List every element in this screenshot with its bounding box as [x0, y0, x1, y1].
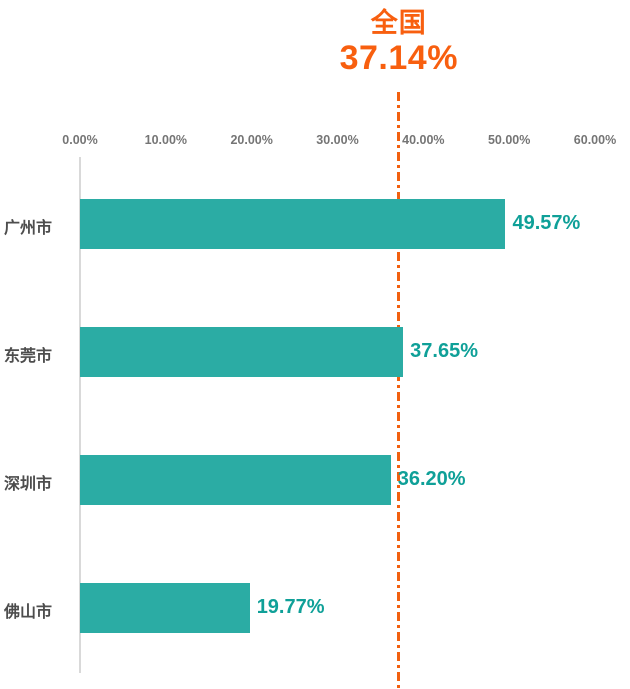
category-label: 东莞市: [4, 348, 53, 365]
category-label: 广州市: [4, 220, 53, 237]
national-average-label: 全国: [370, 8, 427, 38]
bar-row: 东莞市 37.65%: [0, 288, 630, 416]
x-axis-tick: 40.00%: [402, 133, 445, 147]
category-label: 佛山市: [4, 604, 53, 621]
x-axis-tick: 30.00%: [316, 133, 359, 147]
x-axis-tick: 10.00%: [144, 133, 188, 147]
x-axis-tick: 60.00%: [573, 133, 617, 147]
national-average-value: 37.14%: [339, 39, 458, 78]
value-label: 36.20%: [397, 468, 466, 490]
x-axis-tick: 50.00%: [487, 133, 531, 147]
x-axis-tick: 20.00%: [230, 133, 273, 147]
value-label: 19.77%: [256, 596, 325, 618]
bar-row: 广州市 49.57%: [0, 160, 630, 288]
bar: [80, 455, 391, 505]
bar-row: 佛山市 19.77%: [0, 544, 630, 672]
y-axis-line: [78, 157, 81, 673]
national-average-reference-line: [397, 92, 401, 689]
value-label: 49.57%: [512, 212, 581, 234]
bar: [80, 583, 250, 633]
category-label: 深圳市: [4, 476, 53, 493]
bar: [80, 327, 404, 377]
national-average-title: 全国 37.14%: [340, 6, 458, 77]
bar: [80, 199, 506, 249]
bar-row: 深圳市 36.20%: [0, 416, 630, 544]
x-axis-tick: 0.00%: [62, 133, 98, 147]
value-label: 37.65%: [410, 340, 478, 362]
